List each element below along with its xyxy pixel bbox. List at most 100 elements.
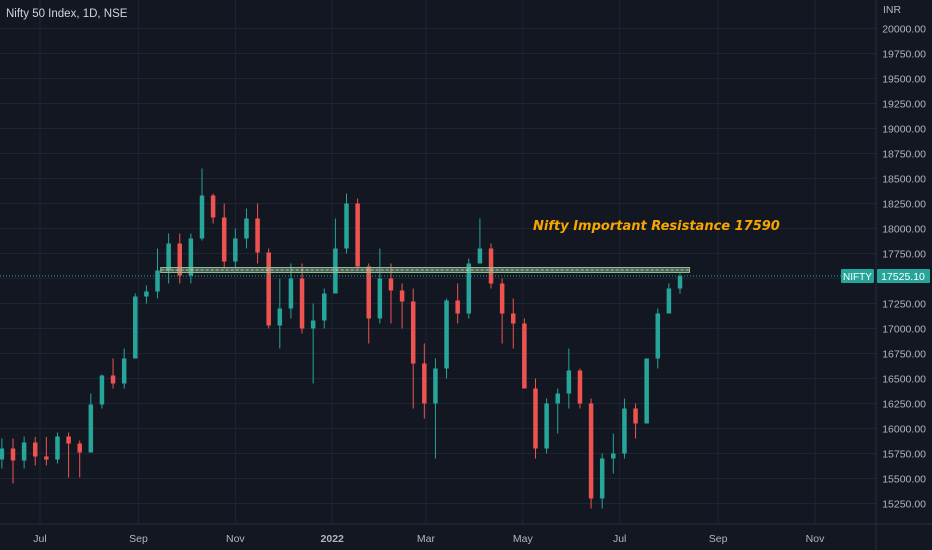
candle-body[interactable]	[21, 442, 27, 461]
candle-body[interactable]	[422, 363, 427, 404]
y-tick-label: 15750.00	[882, 449, 926, 461]
x-tick-label: Nov	[226, 533, 245, 545]
candle-body[interactable]	[433, 368, 438, 404]
candle-body[interactable]	[233, 238, 238, 262]
y-tick-label: 17750.00	[882, 249, 926, 261]
candle-body[interactable]	[344, 203, 349, 249]
y-tick-label: 17000.00	[882, 324, 926, 336]
candle-body[interactable]	[377, 278, 383, 319]
candle-body[interactable]	[599, 458, 605, 499]
last-price-label: 17525.10	[881, 271, 925, 283]
y-tick-label: 18250.00	[882, 199, 926, 211]
candle-body[interactable]	[488, 248, 494, 284]
candle-body[interactable]	[199, 195, 205, 239]
candle-body[interactable]	[133, 296, 138, 359]
candle-body[interactable]	[99, 375, 105, 405]
candle-body[interactable]	[588, 403, 594, 499]
candle-body[interactable]	[266, 252, 271, 326]
y-tick-label: 20000.00	[882, 24, 926, 36]
y-tick-label: 15500.00	[882, 474, 926, 486]
x-tick-label: Sep	[709, 533, 728, 545]
candle-body[interactable]	[511, 313, 516, 324]
candle-body[interactable]	[210, 195, 216, 218]
candle-body[interactable]	[555, 393, 560, 404]
symbol-label: NIFTY	[843, 272, 872, 283]
candle-body[interactable]	[299, 278, 305, 329]
candle-body[interactable]	[77, 443, 82, 453]
candle-body[interactable]	[244, 218, 249, 239]
candle-body[interactable]	[677, 276, 683, 289]
x-tick-label: Jul	[33, 533, 46, 545]
candle-body[interactable]	[188, 238, 194, 276]
x-tick-label: 2022	[321, 533, 345, 545]
candle-body[interactable]	[533, 388, 538, 449]
candle-body[interactable]	[288, 278, 294, 309]
y-tick-label: 19500.00	[882, 74, 926, 86]
resistance-annotation[interactable]: Nifty Important Resistance 17590	[533, 219, 780, 234]
candle-body[interactable]	[10, 448, 16, 461]
candle-body[interactable]	[166, 243, 171, 271]
y-tick-label: 18750.00	[882, 149, 926, 161]
y-tick-label: 16250.00	[882, 399, 926, 411]
candle-body[interactable]	[466, 263, 472, 314]
candle-body[interactable]	[388, 278, 394, 291]
candle-body[interactable]	[444, 300, 449, 369]
candle-body[interactable]	[144, 291, 149, 297]
y-tick-label: 16000.00	[882, 424, 926, 436]
candle-body[interactable]	[644, 358, 649, 424]
candle-body[interactable]	[255, 218, 260, 253]
x-tick-label: Mar	[417, 533, 436, 545]
candle-body[interactable]	[544, 403, 549, 449]
candle-body[interactable]	[522, 323, 527, 389]
y-tick-label: 18000.00	[882, 224, 926, 236]
candle-body[interactable]	[477, 248, 483, 264]
candle-body[interactable]	[55, 436, 60, 460]
candle-body[interactable]	[577, 370, 583, 404]
candle-body[interactable]	[66, 436, 71, 444]
candle-body[interactable]	[566, 370, 572, 394]
y-tick-label: 19000.00	[882, 124, 926, 136]
candle-body[interactable]	[121, 358, 127, 384]
x-tick-label: Nov	[806, 533, 825, 545]
candle-body[interactable]	[110, 375, 116, 384]
candle-body[interactable]	[333, 248, 338, 294]
y-tick-label: 17250.00	[882, 299, 926, 311]
candle-body[interactable]	[655, 313, 661, 359]
candle-body[interactable]	[455, 300, 460, 314]
x-tick-label: Sep	[129, 533, 148, 545]
y-tick-label: 19250.00	[882, 99, 926, 111]
resistance-zone[interactable]	[160, 267, 691, 273]
candle-body[interactable]	[310, 320, 316, 329]
candle-body[interactable]	[88, 404, 94, 453]
candle-body[interactable]	[355, 203, 360, 267]
candle-body[interactable]	[32, 442, 38, 457]
candle-body[interactable]	[399, 290, 405, 302]
last-price-label-box	[877, 268, 930, 283]
y-tick-label: 16500.00	[882, 374, 926, 386]
x-tick-label: May	[513, 533, 534, 545]
chart-title: Nifty 50 Index, 1D, NSE	[6, 8, 128, 20]
candle-body[interactable]	[221, 217, 227, 262]
candle-body[interactable]	[611, 453, 616, 459]
x-tick-label: Jul	[613, 533, 626, 545]
candle-body[interactable]	[177, 243, 183, 276]
candle-body[interactable]	[666, 288, 672, 314]
y-tick-label: 16750.00	[882, 349, 926, 361]
currency-label: INR	[883, 4, 902, 16]
candle-body[interactable]	[366, 266, 371, 319]
candle-body[interactable]	[0, 448, 5, 460]
symbol-label-box	[841, 268, 874, 283]
candle-body[interactable]	[44, 456, 49, 460]
candle-body[interactable]	[499, 283, 505, 314]
candle-body[interactable]	[622, 408, 627, 454]
y-tick-label: 15250.00	[882, 499, 926, 511]
candle-body[interactable]	[322, 293, 327, 321]
candle-body[interactable]	[410, 301, 416, 364]
y-tick-label: 18500.00	[882, 174, 926, 186]
candle-body[interactable]	[633, 408, 638, 424]
candle-body[interactable]	[277, 308, 283, 326]
candle-body[interactable]	[155, 270, 160, 292]
y-tick-label: 19750.00	[882, 49, 926, 61]
